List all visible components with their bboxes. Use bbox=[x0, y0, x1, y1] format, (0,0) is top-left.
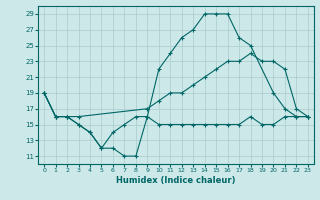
X-axis label: Humidex (Indice chaleur): Humidex (Indice chaleur) bbox=[116, 176, 236, 185]
